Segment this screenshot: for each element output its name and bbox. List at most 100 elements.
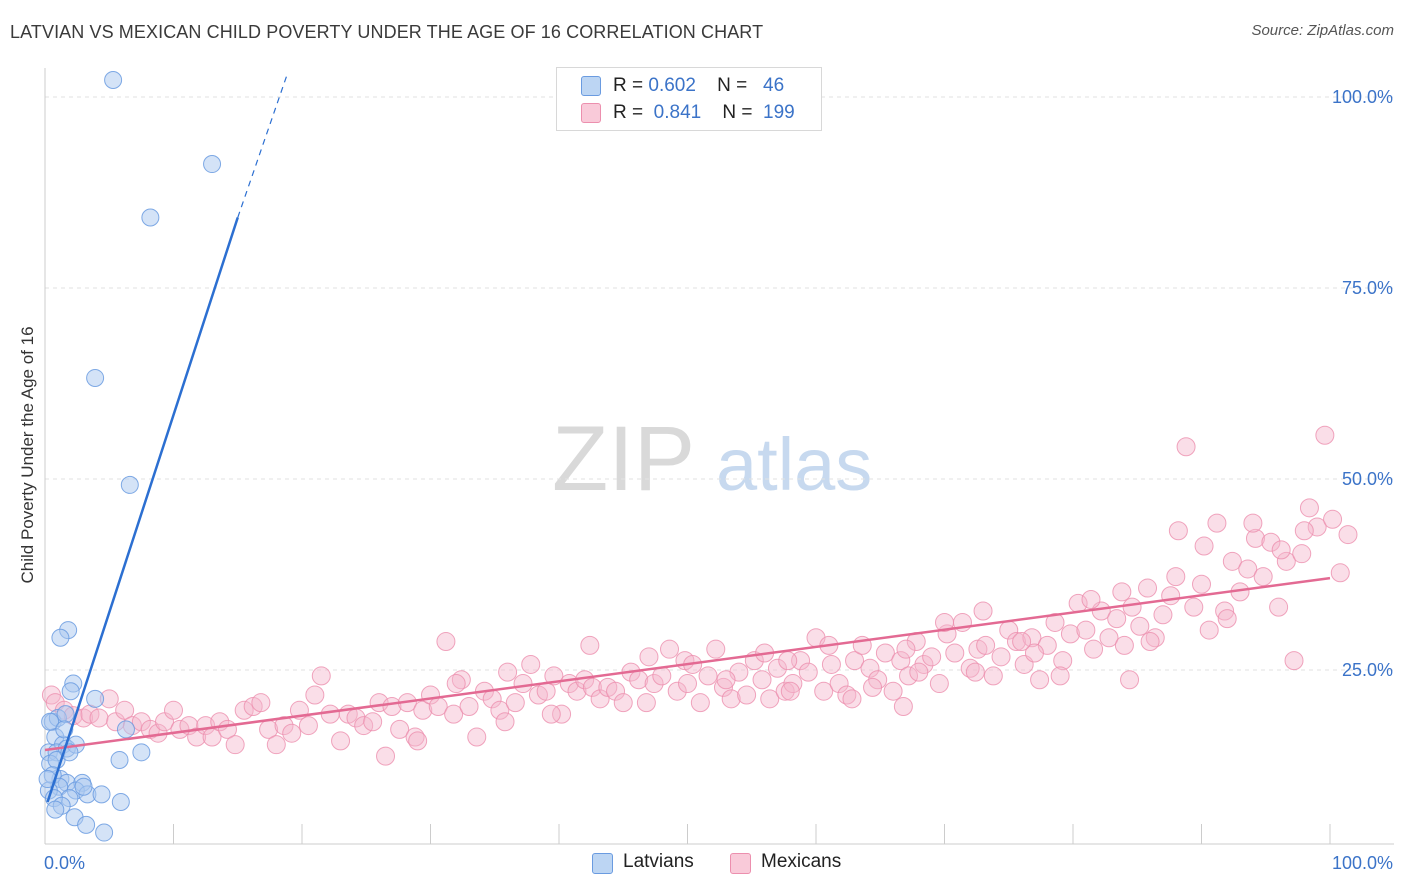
mexican-point	[552, 704, 572, 724]
mexican-point	[498, 662, 518, 682]
mexican-point	[783, 674, 803, 694]
mexican-point	[929, 674, 949, 694]
mexican-point	[973, 601, 993, 621]
mexican-point	[1215, 601, 1235, 621]
mexican-point	[1307, 517, 1327, 537]
mexican-point	[1207, 513, 1227, 533]
mexican-point	[891, 651, 911, 671]
latvian-point	[77, 815, 96, 834]
bottom-latvian-swatch	[592, 853, 613, 874]
bottom-mexican-swatch	[730, 853, 751, 874]
latvian-point	[92, 785, 111, 804]
mexican-point	[567, 681, 587, 701]
latvian-trend-extension	[237, 75, 288, 218]
mexican-point	[436, 632, 456, 652]
latvian-point	[104, 71, 123, 89]
mexican-point	[821, 654, 841, 674]
bottom-latvian-label: Latvians	[623, 851, 694, 872]
mexican-point	[1140, 632, 1160, 652]
mexican-point	[922, 647, 942, 667]
mexican-point	[1145, 628, 1165, 648]
mexican-point	[444, 704, 464, 724]
mexican-point	[713, 677, 733, 697]
mexican-point	[1099, 628, 1119, 648]
mexican-point	[1114, 635, 1134, 655]
mexican-point	[1261, 532, 1281, 552]
mexican-point	[495, 712, 515, 732]
mexican-point	[1084, 639, 1104, 659]
latvian-point	[141, 208, 160, 227]
latvian-r-label: R =	[613, 75, 644, 96]
mexican-point	[1199, 620, 1219, 640]
mexican-point	[459, 696, 479, 716]
mexican-point	[780, 681, 800, 701]
mexican-point	[767, 658, 787, 678]
mexican-point	[490, 700, 510, 720]
latvian-point	[51, 628, 70, 647]
mexican-point	[1294, 521, 1314, 541]
mexican-point	[541, 704, 561, 724]
mexican-point	[1217, 609, 1237, 629]
latvian-point	[46, 800, 65, 819]
mexican-swatch	[581, 103, 601, 123]
mexican-point	[363, 712, 383, 732]
mexican-point	[298, 716, 318, 736]
mexican-point	[1138, 578, 1158, 598]
latvian-point	[41, 712, 60, 731]
bottom-mexican-label: Mexicans	[761, 851, 842, 872]
latvian-point	[61, 682, 80, 701]
mexican-point	[1045, 612, 1065, 632]
mexican-point	[760, 689, 780, 709]
mexican-point	[737, 685, 757, 705]
x-tick-label-min: 0.0%	[44, 853, 85, 873]
mexican-point	[678, 674, 697, 694]
y-tick-label-100: 100.0%	[1332, 87, 1393, 107]
mexican-point	[266, 735, 286, 755]
mexican-point	[1168, 521, 1188, 541]
mexican-point	[706, 639, 726, 659]
mexican-point	[311, 666, 331, 686]
mexican-point	[639, 647, 659, 667]
mexican-point	[660, 639, 680, 659]
stats-legend: R = 0.602 N = 46 R = 0.841 N = 199	[556, 67, 822, 131]
latvian-point	[95, 823, 114, 842]
mexican-point	[115, 700, 135, 720]
latvian-point	[111, 792, 130, 811]
mexican-point	[814, 681, 834, 701]
mexican-point	[1130, 616, 1150, 636]
mexican-point	[991, 647, 1011, 667]
mexican-point	[860, 658, 880, 678]
mexican-point	[1120, 670, 1140, 690]
mexican-point	[1081, 590, 1101, 610]
mexican-point	[829, 674, 849, 694]
mexican-point	[1243, 513, 1263, 533]
mexican-point	[798, 662, 818, 682]
mexican-point	[1166, 567, 1186, 587]
mexican-point	[505, 693, 525, 713]
x-tick-label-max: 100.0%	[1332, 853, 1393, 873]
mexican-point	[590, 689, 610, 709]
mexican-point	[580, 635, 600, 655]
latvian-point	[110, 750, 129, 769]
mexican-point	[1330, 563, 1350, 583]
mexican-point	[89, 708, 109, 728]
mexican-point	[698, 666, 718, 686]
mexican-point	[467, 727, 487, 747]
mexican-point	[976, 635, 996, 655]
y-tick-label-25: 25.0%	[1342, 660, 1393, 680]
mexican-point	[1022, 628, 1042, 648]
mexican-point	[652, 666, 672, 686]
mexican-point	[1192, 574, 1211, 594]
source-label: Source: ZipAtlas.com	[1251, 22, 1394, 39]
mexican-point	[413, 700, 433, 720]
mexican-point	[408, 731, 428, 751]
mexican-point	[1284, 651, 1304, 671]
mexican-point	[778, 651, 798, 671]
mexican-point	[164, 700, 183, 720]
mexican-point	[1245, 528, 1265, 548]
mexican-point	[1153, 605, 1173, 625]
watermark-zip: ZIP	[552, 408, 695, 510]
mexican-point	[376, 746, 396, 766]
mexican-point	[1323, 509, 1343, 529]
